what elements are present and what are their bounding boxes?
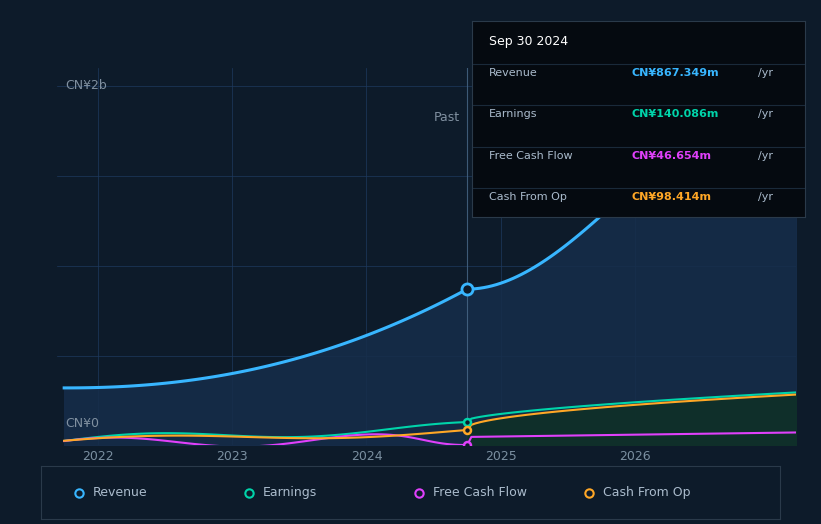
Text: CN¥46.654m: CN¥46.654m xyxy=(631,151,712,161)
Text: Earnings: Earnings xyxy=(488,110,537,119)
Text: Cash From Op: Cash From Op xyxy=(603,486,690,499)
Text: Earnings: Earnings xyxy=(263,486,317,499)
Text: CN¥0: CN¥0 xyxy=(65,417,99,430)
Text: /yr: /yr xyxy=(758,68,773,78)
Text: /yr: /yr xyxy=(758,151,773,161)
Text: CN¥98.414m: CN¥98.414m xyxy=(631,192,712,202)
Text: Free Cash Flow: Free Cash Flow xyxy=(488,151,572,161)
Text: CN¥2b: CN¥2b xyxy=(65,80,107,92)
Text: CN¥140.086m: CN¥140.086m xyxy=(631,110,719,119)
Text: Past: Past xyxy=(433,111,460,124)
Text: Analysts Forecasts: Analysts Forecasts xyxy=(475,111,591,124)
Text: /yr: /yr xyxy=(758,192,773,202)
Text: Cash From Op: Cash From Op xyxy=(488,192,566,202)
Text: CN¥867.349m: CN¥867.349m xyxy=(631,68,719,78)
Text: /yr: /yr xyxy=(758,110,773,119)
Text: Revenue: Revenue xyxy=(488,68,538,78)
Text: Free Cash Flow: Free Cash Flow xyxy=(433,486,526,499)
Text: Sep 30 2024: Sep 30 2024 xyxy=(488,35,568,48)
Text: Revenue: Revenue xyxy=(93,486,148,499)
